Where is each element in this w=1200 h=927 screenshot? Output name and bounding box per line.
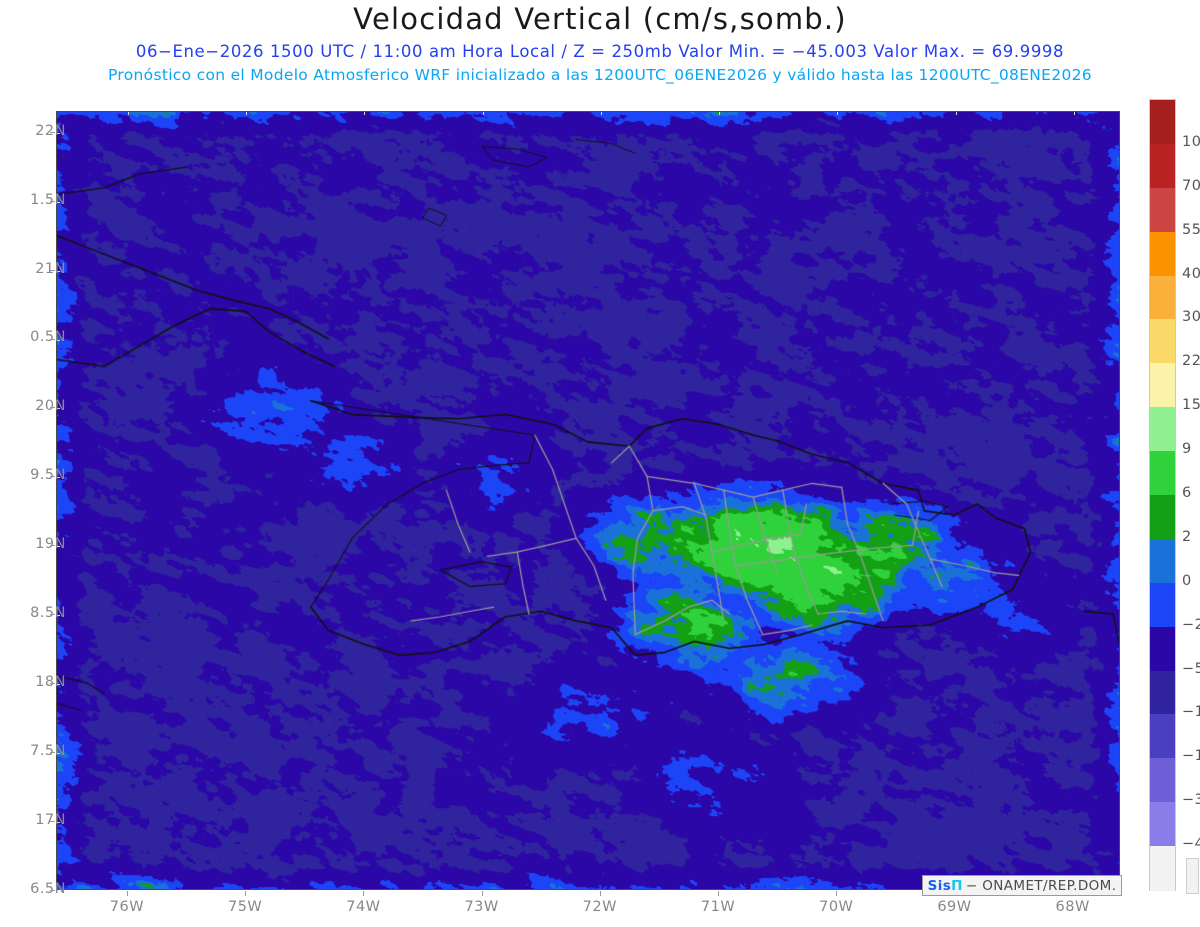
colorbar-band bbox=[1150, 495, 1175, 540]
colorbar-tick-label: 9 bbox=[1182, 441, 1192, 458]
lat-tick-label: 22N bbox=[35, 122, 66, 139]
colorbar-tick-label: −18 bbox=[1182, 748, 1200, 765]
lon-tick-label: 76W bbox=[109, 899, 145, 915]
colorbar-band bbox=[1150, 538, 1175, 584]
lat-tick-mark bbox=[50, 683, 55, 685]
lat-tick-mark bbox=[50, 614, 55, 616]
colorbar-tick-label: −5 bbox=[1182, 660, 1200, 677]
lon-tick-label: 68W bbox=[1055, 899, 1090, 915]
lon-tick-label: 70W bbox=[819, 899, 854, 915]
colorbar-band bbox=[1150, 319, 1175, 364]
colorbar-band bbox=[1150, 451, 1175, 496]
lat-tick-label: 9.5N bbox=[30, 467, 66, 484]
lat-tick-label: 18N bbox=[35, 674, 66, 691]
lat-tick-label: 0.5N bbox=[30, 329, 66, 346]
lat-tick-mark bbox=[50, 131, 55, 133]
map-plot-area[interactable] bbox=[56, 111, 1120, 890]
colorbar-tick-label: −45 bbox=[1182, 836, 1200, 853]
colorbar-tick-label: 22 bbox=[1182, 353, 1200, 370]
lon-tick-mark bbox=[245, 891, 247, 896]
lon-tick-label: 75W bbox=[227, 899, 263, 915]
lon-tick-label: 73W bbox=[464, 899, 499, 915]
colorbar-band bbox=[1150, 187, 1175, 233]
lon-tick-mark bbox=[718, 891, 719, 896]
colorbar-tick-label: 30 bbox=[1182, 309, 1200, 326]
colorbar-band bbox=[1150, 758, 1175, 803]
colorbar-tick-label: 40 bbox=[1182, 265, 1200, 282]
lat-tick-mark bbox=[50, 752, 55, 754]
colorbar-band bbox=[1150, 846, 1175, 891]
colorbar-band bbox=[1150, 802, 1175, 847]
colorbar-band bbox=[1150, 714, 1175, 759]
colorbar-band bbox=[1150, 582, 1175, 628]
colorbar-tick-label: 100 bbox=[1182, 133, 1200, 150]
lat-tick-label: 6.5N bbox=[30, 881, 66, 897]
colorbar-band bbox=[1150, 670, 1175, 716]
colorbar-tick-label: −30 bbox=[1182, 792, 1200, 809]
lat-tick-mark bbox=[50, 407, 55, 409]
lon-tick-label: 74W bbox=[346, 899, 381, 915]
colorbar-tick-label: 6 bbox=[1182, 485, 1192, 501]
lat-tick-label: 17N bbox=[35, 812, 66, 829]
colorbar-tick-label: 55 bbox=[1182, 221, 1200, 238]
credit-badge: Sis Π − ONAMET/REP.DOM. bbox=[922, 875, 1122, 896]
lon-tick-mark bbox=[481, 891, 483, 896]
lat-tick-mark bbox=[50, 200, 55, 202]
lon-tick-mark bbox=[126, 891, 128, 896]
lat-tick-mark bbox=[50, 890, 55, 891]
colorbar-band bbox=[1150, 143, 1175, 189]
lon-tick-label: 72W bbox=[582, 899, 617, 915]
colorbar-band bbox=[1150, 626, 1175, 672]
credit-sis-text: Sis bbox=[927, 877, 952, 894]
colorbar-tick-label: 0 bbox=[1182, 572, 1192, 589]
lon-tick-mark bbox=[363, 891, 365, 896]
colorbar-tick-label: 2 bbox=[1182, 528, 1192, 545]
lat-tick-label: 19N bbox=[35, 536, 66, 553]
colorbar-tick-label: −10 bbox=[1182, 704, 1200, 721]
credit-agency-text: − ONAMET/REP.DOM. bbox=[965, 877, 1117, 894]
lat-tick-label: 21N bbox=[35, 260, 66, 277]
chart-header: Velocidad Vertical (cm/s,somb.) 06−Ene−2… bbox=[0, 0, 1200, 92]
colorbar-tick-label: −2 bbox=[1182, 616, 1200, 633]
lat-tick-mark bbox=[50, 476, 55, 478]
lat-tick-label: 7.5N bbox=[30, 743, 66, 760]
lon-tick-label: 71W bbox=[700, 899, 736, 915]
lon-tick-mark bbox=[599, 891, 601, 896]
subtitle-valid-time: 06−Ene−2026 1500 UTC / 11:00 am Hora Loc… bbox=[135, 42, 1065, 61]
lon-tick-label: 69W bbox=[937, 899, 972, 915]
subtitle-model-info: Pronóstico con el Modelo Atmosferico WRF… bbox=[108, 66, 1092, 84]
lon-tick-mark bbox=[836, 891, 838, 896]
lat-tick-label: 20N bbox=[35, 398, 66, 415]
lat-tick-mark bbox=[50, 338, 55, 340]
colorbar-tick-label: 70 bbox=[1182, 177, 1200, 194]
vertical-velocity-field bbox=[57, 112, 1119, 889]
colorbar bbox=[1149, 99, 1176, 891]
lat-tick-label: 8.5N bbox=[30, 605, 66, 622]
colorbar-tick-label: 15 bbox=[1182, 397, 1200, 414]
scrollbar-thumb[interactable] bbox=[1186, 858, 1199, 894]
colorbar-band bbox=[1150, 231, 1175, 277]
colorbar-band bbox=[1150, 275, 1175, 321]
colorbar-band bbox=[1150, 100, 1175, 145]
colorbar-band bbox=[1150, 363, 1175, 408]
lat-tick-mark bbox=[50, 545, 55, 547]
page-title: Velocidad Vertical (cm/s,somb.) bbox=[353, 2, 847, 36]
lat-tick-mark bbox=[50, 269, 55, 271]
colorbar-band bbox=[1150, 407, 1175, 452]
credit-pi-icon: Π bbox=[951, 877, 963, 894]
lat-tick-mark bbox=[50, 821, 55, 823]
lat-tick-label: 1.5N bbox=[30, 191, 66, 208]
